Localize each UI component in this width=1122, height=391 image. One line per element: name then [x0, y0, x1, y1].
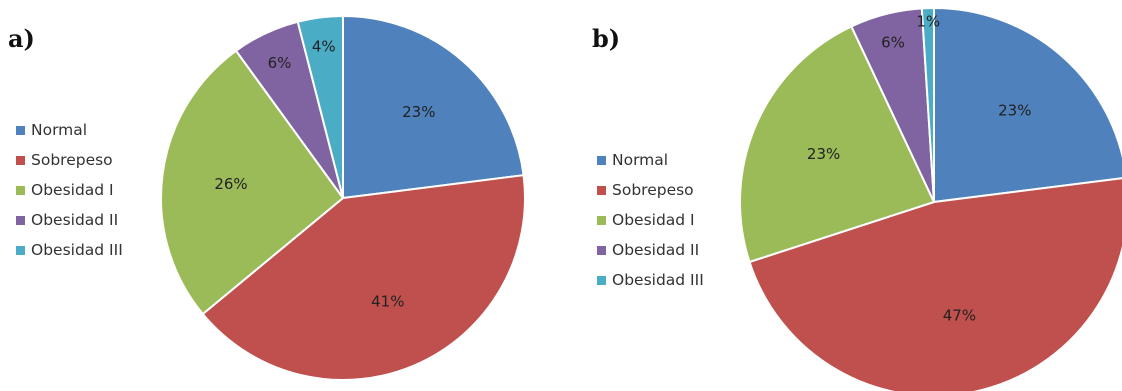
pie-chart-a: a) Normal Sobrepeso Obesidad I Obesidad II Ob… — [8, 14, 526, 381]
legend: Normal Sobrepeso Obesidad I Obesidad II Obes… — [16, 121, 123, 259]
legend-entry: Obesidad I — [612, 211, 695, 229]
data-label: 47% — [943, 307, 976, 325]
legend-entry: Obesidad II — [31, 211, 118, 229]
legend-entry: Obesidad III — [31, 241, 123, 259]
legend-swatch — [16, 246, 25, 255]
pie-slice — [739, 25, 936, 264]
legend-swatch — [16, 156, 25, 165]
data-label: 41% — [371, 293, 404, 311]
legend-swatch — [597, 246, 606, 255]
pie-slice — [933, 6, 1122, 204]
data-label: 26% — [214, 175, 247, 193]
data-label: 6% — [268, 54, 292, 72]
pie-slice — [160, 49, 345, 316]
legend-swatch — [16, 126, 25, 135]
panel-label: b) — [592, 24, 620, 53]
pie-slice — [201, 174, 526, 381]
data-label: 1% — [916, 13, 940, 31]
legend-swatch — [597, 276, 606, 285]
legend-entry: Sobrepeso — [31, 151, 113, 169]
data-label: 6% — [881, 33, 905, 51]
pie-slice — [748, 177, 1122, 391]
legend-entry: Obesidad II — [612, 241, 699, 259]
legend: Normal Sobrepeso Obesidad I Obesidad II Obes… — [597, 151, 704, 289]
legend-entry: Normal — [31, 121, 87, 139]
legend-swatch — [597, 156, 606, 165]
panel-label: a) — [8, 24, 35, 53]
data-label: 23% — [402, 103, 435, 121]
legend-entry: Obesidad III — [612, 271, 704, 289]
pie-chart-b: b) Normal Sobrepeso Obesidad I Obesidad II Ob… — [592, 6, 1122, 391]
data-label: 23% — [998, 101, 1031, 119]
pie-slice — [342, 14, 525, 200]
legend-swatch — [597, 216, 606, 225]
legend-swatch — [16, 186, 25, 195]
pie-slice — [920, 6, 935, 203]
data-label: 4% — [312, 37, 336, 55]
legend-swatch — [597, 186, 606, 195]
pie-slice — [296, 14, 344, 199]
legend-entry: Obesidad I — [31, 181, 114, 199]
legend-swatch — [16, 216, 25, 225]
legend-entry: Normal — [612, 151, 668, 169]
data-label: 23% — [807, 145, 840, 163]
legend-entry: Sobrepeso — [612, 181, 694, 199]
